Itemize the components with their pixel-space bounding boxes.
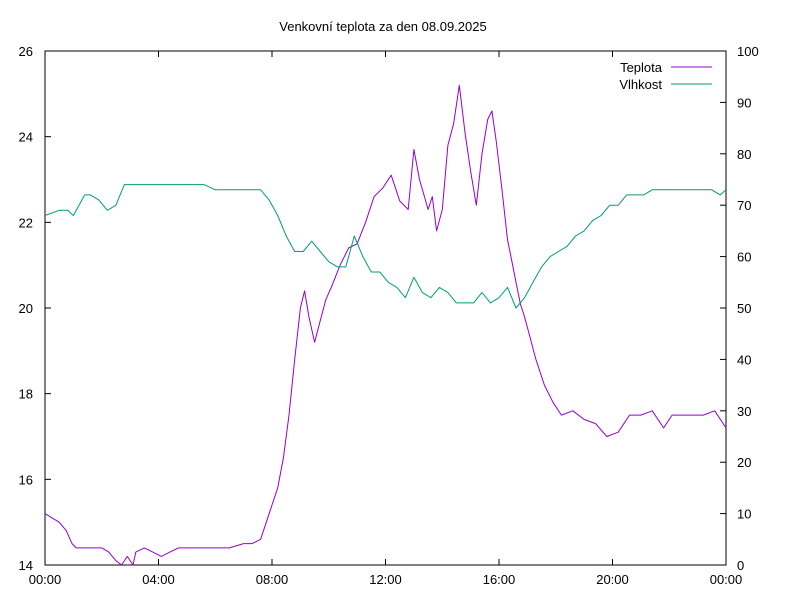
legend-label: Teplota — [620, 60, 663, 75]
chart-title: Venkovní teplota za den 08.09.2025 — [279, 19, 486, 34]
y-left-tick-label: 20 — [19, 301, 33, 316]
y-left-tick-label: 18 — [19, 387, 33, 402]
series-line-teplota — [44, 84, 727, 566]
y-right-tick-label: 100 — [737, 44, 759, 59]
series-layer — [44, 84, 727, 566]
y-left-tick-label: 22 — [19, 215, 33, 230]
y-left-tick-label: 26 — [19, 44, 33, 59]
x-tick-label: 00:00 — [710, 572, 743, 587]
x-tick-label: 00:00 — [29, 572, 62, 587]
y-right-tick-label: 10 — [737, 507, 751, 522]
y-left-tick-label: 16 — [19, 472, 33, 487]
y-right-tick-label: 50 — [737, 301, 751, 316]
y-right-tick-label: 80 — [737, 147, 751, 162]
y-left-tick-label: 14 — [19, 558, 33, 573]
legend-label: Vlhkost — [619, 77, 662, 92]
y-right-tick-label: 70 — [737, 198, 751, 213]
y-right-tick-label: 90 — [737, 95, 751, 110]
axes: 00:00 04:00 08:00 12:00 16:00 20:00 00:0014161… — [19, 44, 759, 587]
legend: Teplota Vlhkost — [619, 60, 712, 92]
series-line-vlhkost — [44, 184, 727, 309]
y-right-tick-label: 40 — [737, 352, 751, 367]
y-left-tick-label: 24 — [19, 130, 33, 145]
x-tick-label: 08:00 — [256, 572, 289, 587]
y-right-tick-label: 60 — [737, 250, 751, 265]
y-right-tick-label: 30 — [737, 404, 751, 419]
x-tick-label: 12:00 — [369, 572, 402, 587]
y-right-tick-label: 0 — [737, 558, 744, 573]
y-right-tick-label: 20 — [737, 455, 751, 470]
x-tick-label: 20:00 — [596, 572, 629, 587]
x-tick-label: 04:00 — [142, 572, 175, 587]
x-tick-label: 16:00 — [483, 572, 516, 587]
